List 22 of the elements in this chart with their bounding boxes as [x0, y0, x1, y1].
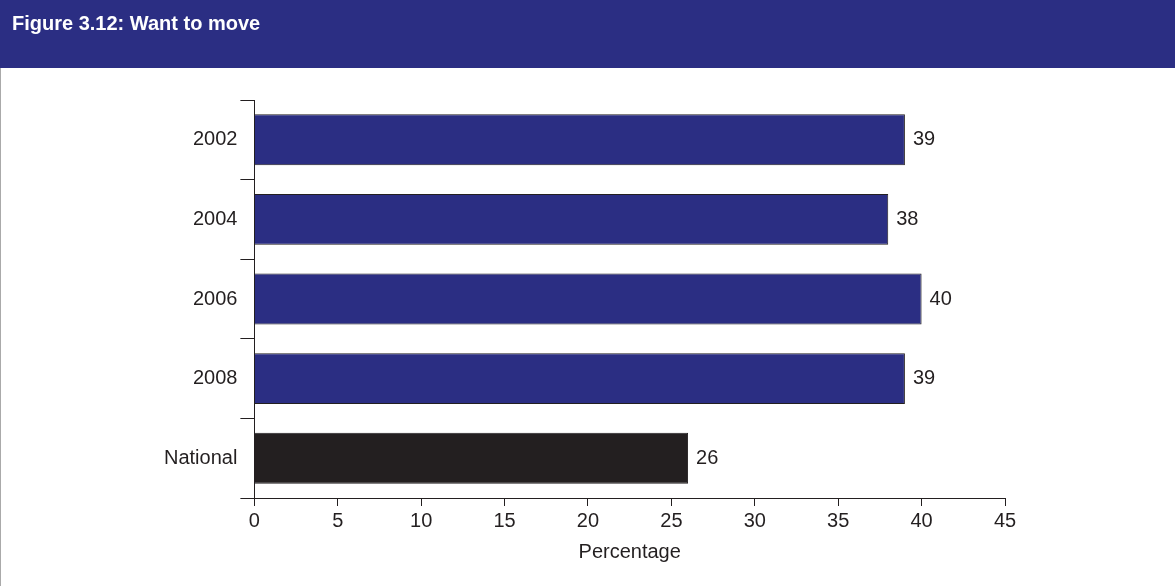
x-tick-label: 20 [576, 508, 600, 531]
x-tick-label: 15 [493, 508, 516, 531]
data-label: 26 [696, 445, 719, 468]
y-tick-label: 2002 [192, 127, 238, 150]
y-tick-label: 2004 [192, 206, 238, 229]
x-axis-title: Percentage [578, 539, 681, 562]
x-tick-label: 10 [410, 508, 433, 531]
x-tick-label: 45 [993, 508, 1017, 531]
data-label: 40 [929, 286, 952, 309]
x-tick-label: 0 [248, 508, 260, 531]
x-tick-label: 25 [660, 508, 683, 531]
data-label: 38 [896, 206, 919, 229]
y-tick-label: 2008 [192, 366, 238, 389]
x-tick-label: 35 [827, 508, 850, 531]
data-label: 39 [912, 127, 936, 150]
chart-title: Figure 3.12: Want to move [0, 0, 1175, 68]
x-tick-label: 30 [743, 508, 766, 531]
y-tick-label: National [163, 445, 238, 468]
data-label: 39 [912, 366, 936, 389]
y-tick-label: 2006 [192, 286, 238, 309]
x-tick-label: 40 [910, 508, 933, 531]
x-tick-label: 5 [332, 508, 344, 531]
